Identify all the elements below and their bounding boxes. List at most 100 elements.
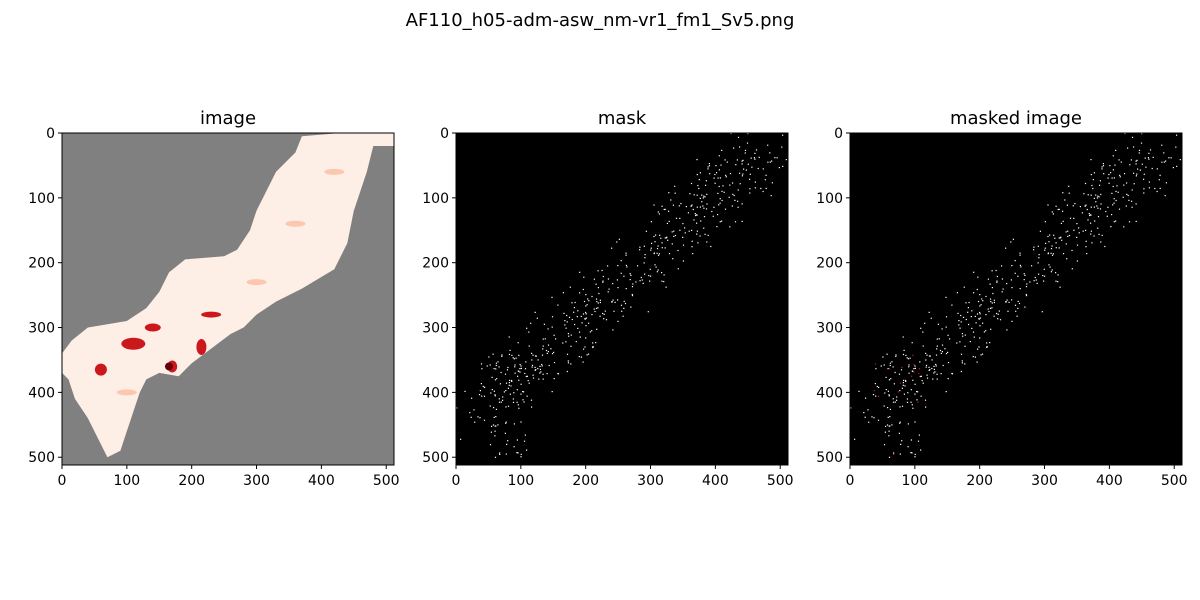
mask-point xyxy=(933,365,935,367)
mask-point xyxy=(1033,249,1035,251)
mask-point xyxy=(470,416,472,418)
subplot-title: mask xyxy=(598,108,647,129)
mask-point xyxy=(891,424,893,426)
mask-point xyxy=(511,354,513,356)
mask-point xyxy=(910,452,912,454)
mask-point xyxy=(654,241,656,243)
mask-point xyxy=(571,318,573,321)
mask-point xyxy=(495,416,497,418)
mask-point xyxy=(616,279,618,281)
mask-point xyxy=(1017,307,1019,309)
mask-point xyxy=(493,390,495,392)
mask-point xyxy=(514,372,516,374)
mask-point xyxy=(589,331,591,333)
mask-point xyxy=(961,362,963,364)
mask-point xyxy=(531,352,533,354)
mask-point xyxy=(1047,204,1049,206)
mask-point xyxy=(918,434,920,436)
mask-point xyxy=(749,192,751,194)
mask-point xyxy=(503,391,505,393)
mask-point xyxy=(706,203,708,205)
y-tick-label: 500 xyxy=(28,450,55,466)
mask-point xyxy=(734,221,737,223)
mask-point xyxy=(1039,230,1041,232)
mask-point xyxy=(1156,168,1158,170)
mask-point xyxy=(1082,230,1084,232)
mask-point xyxy=(630,306,632,308)
mask-point xyxy=(1085,240,1087,242)
mask-point xyxy=(719,221,721,223)
mask-point xyxy=(932,378,934,380)
mask-point xyxy=(717,192,719,194)
mask-point xyxy=(1112,204,1114,206)
mask-point xyxy=(492,424,495,426)
mask-point xyxy=(661,247,663,249)
x-tick-label: 200 xyxy=(178,473,205,489)
mask-point xyxy=(668,220,670,222)
mask-point xyxy=(979,294,981,296)
mask-point xyxy=(592,342,594,344)
mask-point xyxy=(528,382,530,384)
mask-point xyxy=(689,193,691,195)
mask-point xyxy=(607,291,609,293)
mask-point xyxy=(714,182,716,184)
mask-point xyxy=(623,275,625,277)
mask-point xyxy=(704,196,706,198)
mask-point xyxy=(1055,280,1057,282)
mask-point xyxy=(1129,164,1131,166)
mask-point xyxy=(1090,194,1092,196)
mask-point xyxy=(602,281,604,283)
mask-point xyxy=(454,386,455,387)
mask-point xyxy=(1052,213,1054,215)
x-tick-label: 0 xyxy=(58,473,67,489)
mask-point xyxy=(926,374,928,376)
mask-point xyxy=(1097,227,1099,229)
mask-point xyxy=(493,416,495,418)
mask-point xyxy=(623,300,625,302)
mask-point xyxy=(1010,241,1012,243)
mask-point xyxy=(653,204,655,206)
mask-point xyxy=(542,338,544,340)
mask-point xyxy=(1076,260,1078,262)
mask-point xyxy=(573,307,575,309)
mask-point xyxy=(696,206,698,208)
mask-point xyxy=(998,310,1000,312)
mask-point xyxy=(671,243,673,245)
mask-point xyxy=(883,405,885,407)
mask-point xyxy=(1107,177,1109,179)
mask-point xyxy=(919,361,921,363)
mask-point xyxy=(928,355,931,357)
mask-point xyxy=(1110,226,1112,228)
mask-point xyxy=(911,452,913,454)
mask-point xyxy=(888,435,890,437)
mask-point xyxy=(710,245,712,248)
mask-point xyxy=(899,453,901,455)
mask-point xyxy=(1033,280,1035,282)
mask-point xyxy=(729,226,731,228)
mask-point xyxy=(553,362,556,364)
mask-point xyxy=(1002,288,1004,290)
mask-point xyxy=(684,232,686,234)
mask-point xyxy=(500,371,502,374)
y-tick-label: 400 xyxy=(422,385,449,401)
mask-point xyxy=(464,390,466,392)
mask-point xyxy=(1001,278,1003,280)
mask-point xyxy=(924,399,927,401)
mask-point xyxy=(587,353,590,355)
mask-point xyxy=(889,368,891,370)
mask-point xyxy=(668,192,670,194)
mask-point xyxy=(525,375,527,378)
mask-point xyxy=(1164,195,1166,197)
mask-point xyxy=(1079,206,1081,208)
mask-point xyxy=(647,311,649,313)
mask-point xyxy=(1074,203,1076,205)
mask-point xyxy=(525,361,527,363)
mask-point xyxy=(1135,175,1137,177)
mask-point xyxy=(1165,160,1167,162)
mask-point xyxy=(656,271,658,273)
mask-point xyxy=(1099,184,1101,186)
mask-point xyxy=(926,377,929,379)
mask-point xyxy=(577,310,579,312)
mask-point xyxy=(655,266,657,268)
